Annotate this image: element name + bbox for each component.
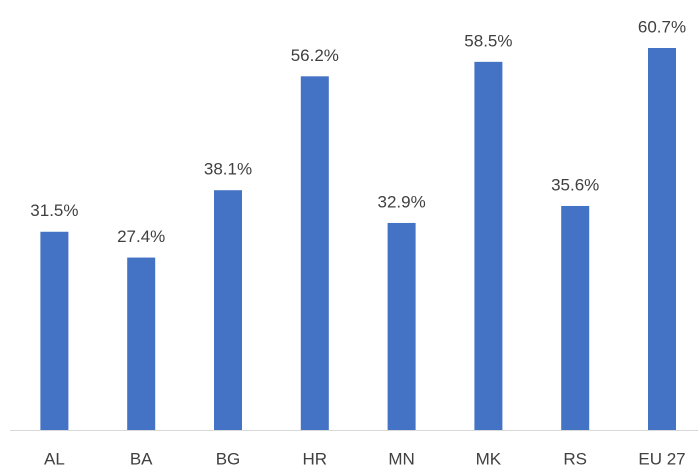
x-tick-label: MK xyxy=(476,449,502,468)
bar xyxy=(127,257,156,430)
data-label: 38.1% xyxy=(204,160,252,179)
x-tick-label: BG xyxy=(216,449,241,468)
data-label: 60.7% xyxy=(638,17,686,36)
bar xyxy=(648,48,676,430)
data-label: 56.2% xyxy=(291,46,339,65)
data-label: 31.5% xyxy=(30,201,78,220)
x-tick-label: HR xyxy=(303,449,328,468)
bar xyxy=(474,61,503,430)
data-label: 35.6% xyxy=(551,175,599,194)
x-tick-label: MN xyxy=(388,449,414,468)
bar xyxy=(214,190,242,430)
bar xyxy=(387,222,416,430)
x-tick-label: AL xyxy=(44,449,65,468)
x-tick-label: EU 27 xyxy=(638,449,685,468)
bar xyxy=(561,205,590,430)
x-tick-label: RS xyxy=(563,449,587,468)
data-label: 27.4% xyxy=(117,227,165,246)
data-label: 32.9% xyxy=(377,192,425,211)
data-label: 58.5% xyxy=(464,31,512,50)
x-tick-label: BA xyxy=(130,449,153,468)
bar xyxy=(40,231,69,430)
bar xyxy=(300,76,329,430)
